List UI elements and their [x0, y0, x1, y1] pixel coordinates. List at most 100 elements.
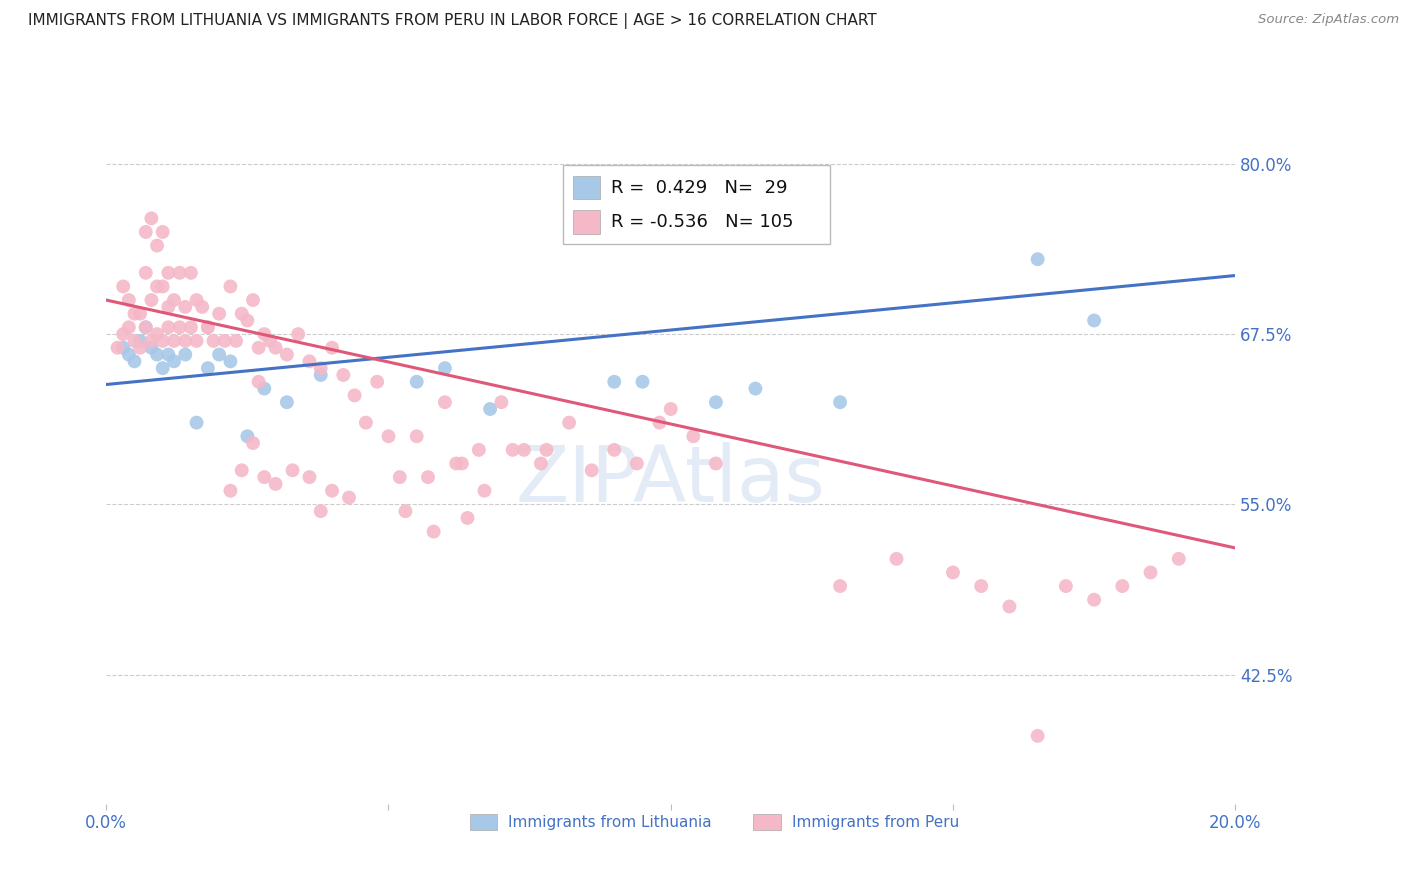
- Point: [202, 334, 225, 348]
- Point: [558, 416, 581, 430]
- Point: [704, 457, 727, 471]
- Point: [118, 320, 141, 334]
- Point: [474, 483, 496, 498]
- Point: [225, 334, 247, 348]
- Point: [886, 551, 908, 566]
- Text: IMMIGRANTS FROM LITHUANIA VS IMMIGRANTS FROM PERU IN LABOR FORCE | AGE > 16 CORR: IMMIGRANTS FROM LITHUANIA VS IMMIGRANTS …: [28, 13, 877, 29]
- Point: [1026, 252, 1049, 267]
- Point: [828, 395, 851, 409]
- Point: [942, 566, 965, 580]
- Point: [287, 327, 309, 342]
- Point: [970, 579, 993, 593]
- Point: [219, 279, 242, 293]
- Point: [416, 470, 439, 484]
- Point: [197, 320, 219, 334]
- Point: [998, 599, 1021, 614]
- Point: [231, 463, 253, 477]
- Point: [1026, 729, 1049, 743]
- Point: [169, 266, 191, 280]
- Point: [124, 334, 146, 348]
- Point: [236, 313, 259, 327]
- Point: [219, 354, 242, 368]
- Point: [141, 211, 163, 226]
- Text: R = -0.536   N= 105: R = -0.536 N= 105: [610, 213, 793, 231]
- Text: Source: ZipAtlas.com: Source: ZipAtlas.com: [1258, 13, 1399, 27]
- Point: [107, 341, 129, 355]
- Point: [152, 361, 174, 376]
- Point: [468, 442, 491, 457]
- Point: [186, 334, 208, 348]
- Point: [309, 368, 332, 382]
- Point: [163, 354, 186, 368]
- Point: [433, 361, 456, 376]
- Point: [129, 341, 152, 355]
- Point: [208, 347, 231, 361]
- Point: [444, 457, 467, 471]
- Point: [603, 442, 626, 457]
- Point: [186, 293, 208, 307]
- Point: [231, 307, 253, 321]
- Point: [146, 327, 169, 342]
- Point: [405, 375, 427, 389]
- Point: [152, 279, 174, 293]
- Point: [112, 341, 135, 355]
- Point: [242, 436, 264, 450]
- Point: [343, 388, 366, 402]
- Point: [247, 375, 270, 389]
- Point: [112, 279, 135, 293]
- Point: [1111, 579, 1133, 593]
- Text: Immigrants from Peru: Immigrants from Peru: [792, 814, 959, 830]
- Point: [259, 334, 281, 348]
- Point: [332, 368, 354, 382]
- Point: [828, 579, 851, 593]
- Point: [298, 470, 321, 484]
- Point: [247, 341, 270, 355]
- Point: [536, 442, 558, 457]
- Point: [236, 429, 259, 443]
- Point: [298, 354, 321, 368]
- Point: [253, 470, 276, 484]
- Point: [141, 334, 163, 348]
- Point: [1139, 566, 1161, 580]
- Point: [631, 375, 654, 389]
- Point: [180, 320, 202, 334]
- Point: [174, 347, 197, 361]
- Point: [124, 307, 146, 321]
- Point: [581, 463, 603, 477]
- Point: [309, 504, 332, 518]
- Point: [253, 327, 276, 342]
- Point: [309, 361, 332, 376]
- Point: [264, 477, 287, 491]
- Point: [354, 416, 377, 430]
- Point: [118, 293, 141, 307]
- Point: [502, 442, 524, 457]
- Point: [388, 470, 411, 484]
- Point: [450, 457, 472, 471]
- Point: [479, 402, 502, 417]
- Point: [744, 382, 766, 396]
- Point: [530, 457, 553, 471]
- Point: [405, 429, 427, 443]
- Point: [197, 320, 219, 334]
- Point: [174, 334, 197, 348]
- Point: [1054, 579, 1077, 593]
- Point: [163, 334, 186, 348]
- Point: [1083, 592, 1105, 607]
- Point: [377, 429, 399, 443]
- Point: [152, 334, 174, 348]
- Point: [135, 225, 157, 239]
- Point: [214, 334, 236, 348]
- Point: [191, 300, 214, 314]
- Point: [157, 266, 180, 280]
- Point: [135, 320, 157, 334]
- Point: [433, 395, 456, 409]
- Point: [174, 300, 197, 314]
- Point: [208, 307, 231, 321]
- Point: [146, 347, 169, 361]
- Point: [281, 463, 304, 477]
- Point: [135, 320, 157, 334]
- Text: Immigrants from Lithuania: Immigrants from Lithuania: [509, 814, 711, 830]
- Point: [242, 293, 264, 307]
- Point: [186, 416, 208, 430]
- Point: [603, 375, 626, 389]
